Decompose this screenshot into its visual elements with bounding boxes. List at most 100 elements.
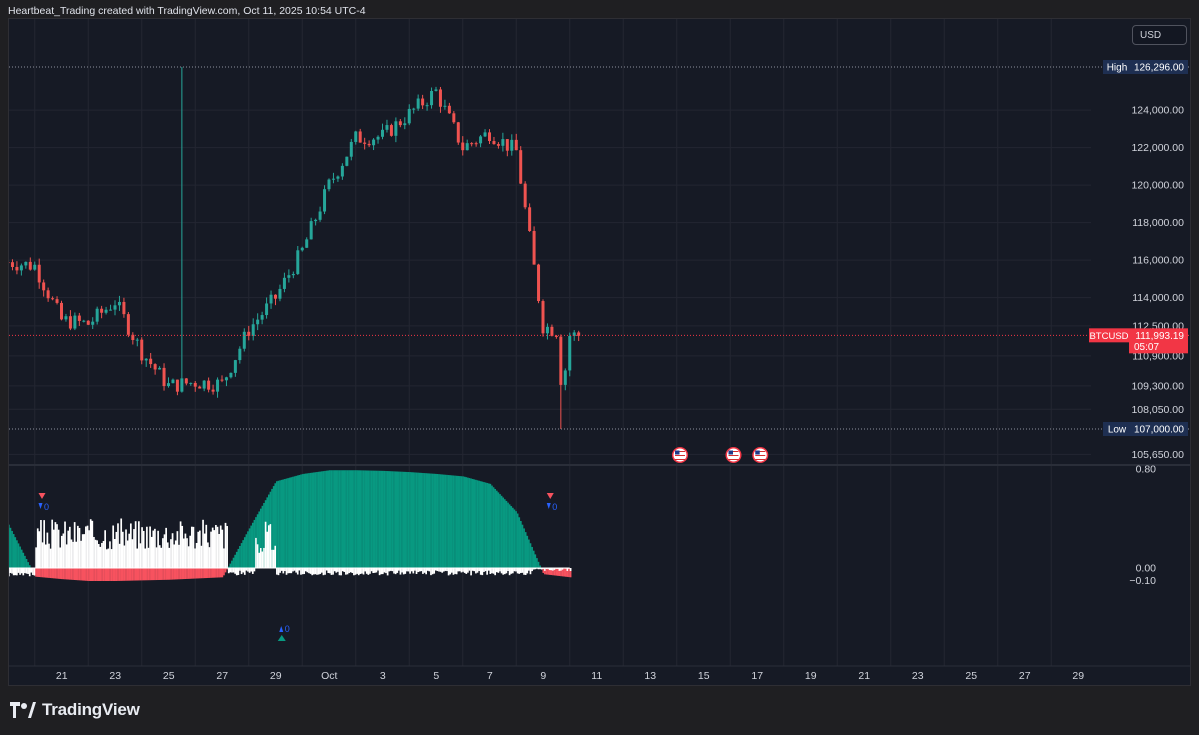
signal-label: 0 <box>552 502 557 512</box>
osc-hist-bar <box>553 568 556 570</box>
osc-hist-bar <box>266 531 269 568</box>
candle <box>171 378 175 384</box>
osc-hist-bar <box>259 548 262 568</box>
osc-bar <box>308 473 310 568</box>
time-tick-label: 29 <box>1072 670 1084 682</box>
osc-hist-bar <box>202 519 204 568</box>
osc-bar <box>242 540 245 568</box>
osc-bar <box>117 568 119 581</box>
osc-bar <box>154 568 156 581</box>
osc-bar <box>232 557 235 568</box>
buy-signal[interactable]: 0 <box>277 624 290 641</box>
osc-hist-bar <box>478 568 480 572</box>
osc-hist-bar <box>380 568 383 575</box>
tradingview-logo[interactable]: TradingView <box>10 700 140 720</box>
osc-bar <box>59 568 62 579</box>
osc-hist-bar <box>365 568 368 574</box>
us-flag-icon[interactable] <box>725 447 742 463</box>
osc-hist-bar <box>28 568 31 577</box>
osc-bar <box>497 492 500 568</box>
osc-bar <box>287 478 289 568</box>
osc-hist-bar <box>569 568 572 572</box>
candle <box>95 306 99 325</box>
candle <box>323 185 327 215</box>
osc-bar <box>369 470 371 568</box>
osc-hist-bar <box>298 568 301 571</box>
us-flag-icon[interactable] <box>672 447 688 463</box>
svg-text:Low: Low <box>1108 425 1127 436</box>
osc-hist-bar <box>560 568 562 571</box>
osc-hist-bar <box>393 568 395 574</box>
osc-bar <box>263 503 265 568</box>
economic-events[interactable] <box>672 447 769 463</box>
osc-hist-bar <box>383 568 386 573</box>
candle <box>184 378 188 386</box>
time-tick-label: 27 <box>216 670 228 682</box>
candle <box>505 139 509 157</box>
osc-bar <box>420 472 423 568</box>
osc-hist-bar <box>9 568 10 577</box>
currency-button[interactable]: USD <box>1132 25 1187 45</box>
us-flag-icon[interactable] <box>752 447 769 463</box>
osc-hist-bar <box>271 549 273 568</box>
osc-bar <box>539 565 541 568</box>
osc-hist-bar <box>304 568 307 572</box>
osc-bar <box>125 568 127 581</box>
osc-bar <box>317 471 320 568</box>
oscillator-axis[interactable]: 0.80 0.00−0.10 <box>1129 464 1156 587</box>
price-axis[interactable]: 105,650.00 108,050.00 109,300.00 110,900.00… <box>1089 60 1188 461</box>
osc-bar <box>444 474 447 568</box>
osc-bar <box>417 472 419 568</box>
osc-bar <box>46 568 49 578</box>
osc-hist-bar <box>157 530 159 568</box>
candle <box>117 295 121 311</box>
osc-bar <box>131 568 134 581</box>
osc-hist-bar <box>218 533 220 568</box>
osc-hist-bar <box>229 568 232 573</box>
osc-hist-bar <box>531 568 533 572</box>
candle <box>412 107 416 114</box>
osc-hist-bar <box>144 548 147 568</box>
osc-hist-bar <box>65 544 68 568</box>
osc-hist-bar <box>141 527 143 568</box>
osc-hist-bar <box>80 540 82 568</box>
candle <box>109 304 113 311</box>
osc-hist-bar <box>81 534 84 568</box>
price-tick-label: 120,000.00 <box>1131 180 1184 192</box>
osc-hist-bar <box>436 568 439 572</box>
osc-bar <box>478 480 480 568</box>
osc-hist-bar <box>412 568 415 574</box>
sell-signal[interactable]: 0 <box>546 493 558 512</box>
candle <box>514 133 518 151</box>
osc-hist-bar <box>49 548 52 568</box>
osc-bar <box>505 500 508 568</box>
osc-hist-bar <box>121 531 124 568</box>
osc-hist-bar <box>223 548 225 568</box>
candle <box>247 325 251 341</box>
osc-hist-bar <box>473 568 476 572</box>
candle <box>274 294 277 306</box>
osc-bar <box>500 495 503 568</box>
osc-bar <box>113 568 116 581</box>
osc-bar <box>489 483 492 568</box>
osc-hist-bar <box>20 568 23 574</box>
osc-hist-bar <box>548 568 551 571</box>
osc-bar <box>202 568 204 579</box>
candle <box>492 136 496 145</box>
osc-hist-bar <box>303 568 306 575</box>
osc-bar <box>414 472 416 568</box>
osc-hist-bar <box>70 539 73 568</box>
osc-hist-bar <box>502 568 505 575</box>
candle <box>135 337 139 347</box>
osc-bar <box>383 470 386 568</box>
osc-bar <box>118 568 121 581</box>
candle <box>541 299 545 337</box>
osc-hist-bar <box>36 528 39 568</box>
osc-bar <box>28 565 31 568</box>
candle <box>242 328 246 352</box>
time-axis[interactable]: 21 23 25 27 29 Oct 3 5 7 9 11 13 15 17 19 21 23 25 27 29 <box>56 670 1084 682</box>
sell-signal[interactable]: 0 <box>38 493 50 512</box>
time-tick-label: 25 <box>965 670 977 682</box>
osc-hist-bar <box>269 524 272 568</box>
